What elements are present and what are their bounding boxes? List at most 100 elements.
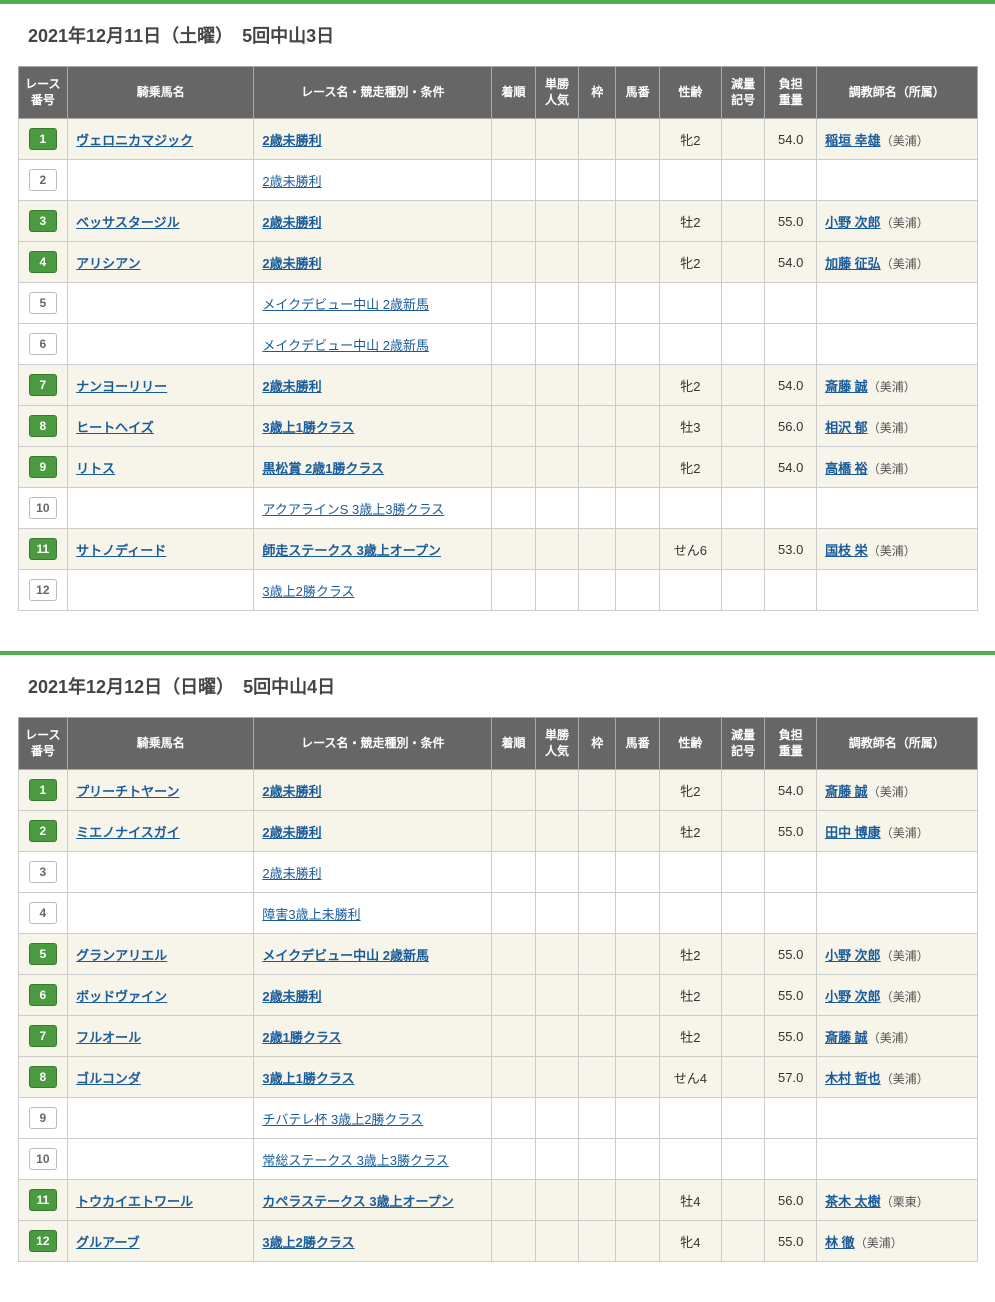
race-name-link[interactable]: メイクデビュー中山 2歳新馬 xyxy=(262,338,429,353)
race-name-link[interactable]: アクアラインS 3歳上3勝クラス xyxy=(262,502,444,517)
trainer-affiliation: （美浦） xyxy=(868,462,916,476)
cell-handicap-mark xyxy=(721,811,764,852)
cell-frame xyxy=(579,975,616,1016)
race-number-badge[interactable]: 7 xyxy=(29,374,57,396)
horse-link[interactable]: ミエノナイスガイ xyxy=(76,825,180,840)
trainer-link[interactable]: 斎藤 誠 xyxy=(825,784,868,799)
race-name-link[interactable]: 2歳未勝利 xyxy=(262,256,321,271)
race-name-link[interactable]: 黒松賞 2歳1勝クラス xyxy=(262,461,384,476)
trainer-link[interactable]: 小野 次郎 xyxy=(825,989,881,1004)
trainer-link[interactable]: 木村 哲也 xyxy=(825,1071,881,1086)
horse-link[interactable]: ベッサスタージル xyxy=(76,215,179,230)
race-name-link[interactable]: 2歳未勝利 xyxy=(262,866,321,881)
race-number-badge[interactable]: 8 xyxy=(29,1066,57,1088)
race-name-link[interactable]: 常総ステークス 3歳上3勝クラス xyxy=(262,1153,448,1168)
race-name-link[interactable]: メイクデビュー中山 2歳新馬 xyxy=(262,948,429,963)
race-name-link[interactable]: 3歳上1勝クラス xyxy=(262,420,354,435)
race-name-link[interactable]: 2歳未勝利 xyxy=(262,784,321,799)
race-name-link[interactable]: 2歳未勝利 xyxy=(262,174,321,189)
cell-age: 牡2 xyxy=(659,934,721,975)
race-number-badge[interactable]: 6 xyxy=(29,984,57,1006)
cell-handicap-mark xyxy=(721,365,764,406)
race-name-link[interactable]: 3歳上2勝クラス xyxy=(262,584,354,599)
cell-order xyxy=(492,1139,535,1180)
cell-order xyxy=(492,1221,535,1262)
horse-link[interactable]: リトス xyxy=(76,461,115,476)
cell-order xyxy=(492,1016,535,1057)
column-header: 性齢 xyxy=(659,718,721,770)
horse-link[interactable]: ボッドヴァイン xyxy=(76,989,167,1004)
race-name-link[interactable]: 2歳1勝クラス xyxy=(262,1030,341,1045)
trainer-link[interactable]: 小野 次郎 xyxy=(825,948,881,963)
race-number-badge[interactable]: 5 xyxy=(29,943,57,965)
cell-age: 牝2 xyxy=(659,119,721,160)
race-number-badge[interactable]: 9 xyxy=(29,1107,57,1129)
horse-link[interactable]: プリーチトヤーン xyxy=(76,784,179,799)
cell-order xyxy=(492,811,535,852)
horse-link[interactable]: アリシアン xyxy=(76,256,140,271)
trainer-link[interactable]: 茶木 太樹 xyxy=(825,1194,881,1209)
race-number-badge[interactable]: 12 xyxy=(29,1230,57,1252)
trainer-link[interactable]: 林 徹 xyxy=(825,1235,855,1250)
table-row: 11トウカイエトワールカペラステークス 3歳上オープン牡456.0茶木 太樹（栗… xyxy=(18,1180,977,1221)
trainer-link[interactable]: 高橋 裕 xyxy=(825,461,868,476)
race-name-link[interactable]: 2歳未勝利 xyxy=(262,215,321,230)
cell-order xyxy=(492,283,535,324)
race-name-link[interactable]: 2歳未勝利 xyxy=(262,133,321,148)
race-number-badge[interactable]: 8 xyxy=(29,415,57,437)
race-number-badge[interactable]: 9 xyxy=(29,456,57,478)
race-name-link[interactable]: メイクデビュー中山 2歳新馬 xyxy=(262,297,429,312)
race-name-link[interactable]: 3歳上2勝クラス xyxy=(262,1235,354,1250)
race-name-link[interactable]: 2歳未勝利 xyxy=(262,379,321,394)
race-number-badge[interactable]: 7 xyxy=(29,1025,57,1047)
race-number-badge[interactable]: 2 xyxy=(29,169,57,191)
race-name-link[interactable]: 2歳未勝利 xyxy=(262,989,321,1004)
table-row: 1プリーチトヤーン2歳未勝利牝254.0斎藤 誠（美浦） xyxy=(18,770,977,811)
race-number-badge[interactable]: 3 xyxy=(29,861,57,883)
trainer-link[interactable]: 相沢 郁 xyxy=(825,420,868,435)
trainer-link[interactable]: 小野 次郎 xyxy=(825,215,881,230)
race-name-link[interactable]: 障害3歳上未勝利 xyxy=(262,907,360,922)
cell-popularity xyxy=(535,406,578,447)
cell-popularity xyxy=(535,1180,578,1221)
cell-horse_no xyxy=(616,365,659,406)
horse-link[interactable]: ヒートヘイズ xyxy=(76,420,154,435)
horse-link[interactable]: ゴルコンダ xyxy=(76,1071,141,1086)
horse-link[interactable]: トウカイエトワール xyxy=(76,1194,193,1209)
trainer-link[interactable]: 田中 博康 xyxy=(825,825,881,840)
horse-link[interactable]: グランアリエル xyxy=(76,948,167,963)
horse-link[interactable]: ヴェロニカマジック xyxy=(76,133,193,148)
race-number-badge[interactable]: 4 xyxy=(29,902,57,924)
race-number-badge[interactable]: 1 xyxy=(29,128,57,150)
cell-age: 牝2 xyxy=(659,770,721,811)
cell-horse_no xyxy=(616,1221,659,1262)
column-header: レース番号 xyxy=(18,718,68,770)
trainer-link[interactable]: 加藤 征弘 xyxy=(825,256,881,271)
cell-age: 牡2 xyxy=(659,1016,721,1057)
race-name-link[interactable]: 2歳未勝利 xyxy=(262,825,321,840)
race-number-badge[interactable]: 3 xyxy=(29,210,57,232)
race-number-badge[interactable]: 4 xyxy=(29,251,57,273)
horse-link[interactable]: フルオール xyxy=(76,1030,141,1045)
race-number-badge[interactable]: 12 xyxy=(29,579,57,601)
race-number-badge[interactable]: 2 xyxy=(29,820,57,842)
race-number-badge[interactable]: 6 xyxy=(29,333,57,355)
trainer-link[interactable]: 斎藤 誠 xyxy=(825,379,868,394)
race-number-badge[interactable]: 5 xyxy=(29,292,57,314)
race-number-badge[interactable]: 11 xyxy=(29,1189,57,1211)
trainer-link[interactable]: 斎藤 誠 xyxy=(825,1030,868,1045)
horse-link[interactable]: ナンヨーリリー xyxy=(76,379,167,394)
race-number-badge[interactable]: 10 xyxy=(29,1148,57,1170)
race-name-link[interactable]: 3歳上1勝クラス xyxy=(262,1071,354,1086)
horse-link[interactable]: サトノディード xyxy=(76,543,166,558)
race-name-link[interactable]: チバテレ杯 3歳上2勝クラス xyxy=(262,1112,423,1127)
trainer-link[interactable]: 稲垣 幸雄 xyxy=(825,133,881,148)
horse-link[interactable]: グルアーブ xyxy=(76,1235,139,1250)
race-name-link[interactable]: カペラステークス 3歳上オープン xyxy=(262,1194,453,1209)
race-number-badge[interactable]: 11 xyxy=(29,538,57,560)
race-name-link[interactable]: 師走ステークス 3歳上オープン xyxy=(262,543,441,558)
trainer-link[interactable]: 国枝 栄 xyxy=(825,543,868,558)
race-number-badge[interactable]: 1 xyxy=(29,779,57,801)
race-number-badge[interactable]: 10 xyxy=(29,497,57,519)
cell-horse_no xyxy=(616,160,659,201)
